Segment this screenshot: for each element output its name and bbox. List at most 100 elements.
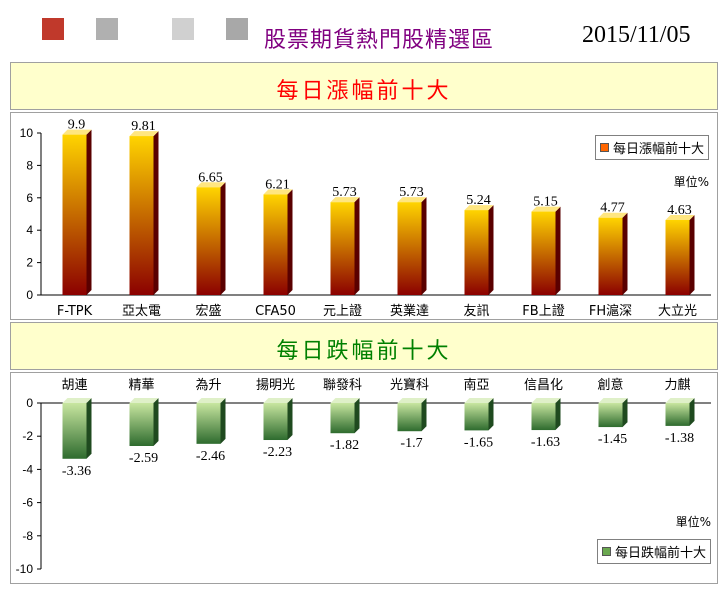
losers-bar-side — [555, 398, 561, 431]
gainers-bar-side — [421, 197, 427, 295]
losers-bar-top — [598, 398, 628, 403]
losers-bar — [464, 403, 489, 431]
gainers-bar-top — [330, 197, 360, 203]
gainers-legend-label: 每日漲幅前十大 — [612, 142, 704, 157]
gainers-bar-side — [689, 214, 695, 295]
gainers-bar-top — [129, 131, 159, 137]
losers-bar-side — [354, 398, 360, 434]
losers-value-label: -2.23 — [263, 445, 292, 460]
gainers-chart: 0 2 4 6 8 10 9.9 F-TPK 9.81 亞太電 6.65 宏盛 6.21 CFA50 5.7… — [20, 118, 711, 319]
stock-hot-picks-frame: 股票期貨熱門股精選區 2015/11/05 — [4, 0, 720, 588]
gainers-band: 每日漲幅前十大 — [10, 62, 718, 110]
logo-block-gray-2 — [226, 18, 248, 40]
gainers-y-tick-label: 8 — [26, 158, 33, 172]
losers-bar-top — [196, 398, 226, 403]
losers-bar-top — [397, 398, 427, 403]
losers-value-label: -1.63 — [531, 435, 560, 450]
gainers-bar-top — [397, 197, 427, 203]
losers-category-label: 光寶科 — [390, 377, 429, 393]
losers-legend-swatch — [601, 547, 611, 556]
losers-bar — [263, 403, 288, 441]
site-logo — [12, 6, 262, 54]
losers-chart: 0 -2 -4 -6 -8 -10 -3.36 胡連 -2.59 精華 -2.46 為升 -2.23 揚明… — [16, 377, 711, 576]
losers-bar — [196, 403, 221, 444]
gainers-category-label: 大立光 — [658, 304, 697, 319]
losers-value-label: -1.38 — [665, 431, 694, 446]
gainers-category-label: CFA50 — [255, 304, 296, 319]
losers-bar — [397, 403, 422, 432]
losers-bar-side — [622, 398, 628, 428]
gainers-value-label: 9.9 — [68, 118, 86, 133]
gainers-bar — [263, 194, 288, 295]
losers-bar-top — [531, 398, 561, 403]
gainers-y-tick-label: 2 — [26, 256, 33, 270]
losers-legend-label: 每日跌幅前十大 — [614, 546, 706, 561]
gainers-value-label: 4.63 — [667, 203, 692, 218]
gainers-bar-side — [354, 197, 360, 295]
gainers-bar — [531, 211, 556, 295]
gainers-bar — [665, 219, 690, 295]
gainers-bar — [330, 202, 355, 295]
losers-y-tick-label: -4 — [22, 462, 33, 476]
page-title: 股票期貨熱門股精選區 — [264, 28, 495, 53]
gainers-bar-side — [555, 206, 561, 295]
gainers-bar-side — [622, 212, 628, 295]
gainers-bar-side — [287, 189, 293, 295]
losers-category-label: 精華 — [128, 378, 154, 393]
gainers-unit-label: 單位% — [673, 175, 709, 189]
gainers-value-label: 4.77 — [600, 201, 625, 216]
losers-bar — [330, 403, 355, 434]
logo-block-gray — [96, 18, 118, 40]
gainers-bar-top — [531, 206, 561, 212]
losers-title: 每日跌幅前十大 — [276, 339, 452, 364]
gainers-value-label: 5.24 — [466, 193, 491, 208]
losers-bar-top — [464, 398, 494, 403]
gainers-value-label: 6.21 — [265, 177, 290, 192]
losers-category-label: 為升 — [195, 377, 221, 393]
gainers-value-label: 5.73 — [399, 185, 424, 200]
gainers-title: 每日漲幅前十大 — [276, 79, 452, 104]
losers-bar-top — [263, 398, 293, 403]
losers-y-tick-label: 0 — [26, 396, 33, 410]
losers-category-label: 信昌化 — [524, 378, 563, 393]
gainers-legend: 每日漲幅前十大 — [594, 135, 709, 160]
losers-category-label: 聯發科 — [323, 378, 362, 393]
gainers-value-label: 5.15 — [533, 195, 558, 210]
gainers-bar-top — [665, 214, 695, 220]
losers-value-label: -3.36 — [62, 464, 91, 479]
losers-category-label: 力麒 — [664, 377, 690, 393]
gainers-value-label: 5.73 — [332, 185, 357, 200]
losers-bar — [129, 403, 154, 446]
losers-bar-side — [421, 398, 427, 432]
gainers-category-label: 元上證 — [323, 303, 362, 319]
gainers-category-label: 英業達 — [390, 303, 429, 319]
logo-block-light-gray — [172, 18, 194, 40]
gainers-bar — [464, 210, 489, 295]
gainers-bar-side — [488, 205, 494, 295]
losers-category-label: 揚明光 — [256, 377, 295, 393]
losers-category-label: 創意 — [597, 377, 623, 393]
losers-y-tick-label: -8 — [22, 529, 33, 543]
gainers-bar-side — [153, 131, 159, 295]
losers-value-label: -1.82 — [330, 438, 359, 453]
gainers-y-tick-label: 4 — [26, 223, 33, 237]
gainers-category-label: 友訊 — [463, 303, 489, 319]
losers-y-tick-label: -6 — [22, 496, 33, 510]
report-date: 2015/11/05 — [582, 22, 691, 48]
gainers-category-label: F-TPK — [57, 304, 93, 319]
losers-category-label: 南亞 — [463, 377, 489, 393]
gainers-category-label: 亞太電 — [122, 304, 161, 319]
gainers-value-label: 6.65 — [198, 170, 223, 185]
losers-bar-side — [86, 398, 92, 459]
gainers-bar-top — [196, 182, 226, 188]
gainers-bar-top — [62, 129, 92, 135]
gainers-bar-side — [220, 182, 226, 295]
losers-y-tick-label: -10 — [16, 562, 34, 576]
losers-value-label: -1.65 — [464, 435, 493, 450]
gainers-bar — [598, 217, 623, 295]
losers-bar-side — [488, 398, 494, 431]
gainers-bar — [397, 202, 422, 295]
losers-y-tick-label: -2 — [22, 429, 33, 443]
losers-value-label: -2.46 — [196, 449, 225, 464]
losers-chart-panel: 0 -2 -4 -6 -8 -10 -3.36 胡連 -2.59 精華 -2.46 為升 -2.23 揚明… — [10, 372, 718, 584]
